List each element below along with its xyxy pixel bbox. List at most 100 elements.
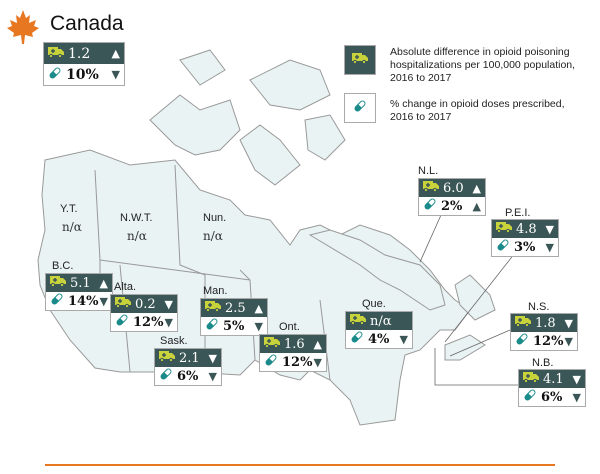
province-badge: 4.8 ▼ 3% ▼ [491, 219, 559, 257]
hosp-value: 6.0 [443, 180, 464, 196]
province-label: N.B. [532, 357, 554, 369]
bottom-rule [45, 464, 555, 466]
hosp-value: 1.6 [284, 336, 305, 352]
pill-icon [264, 353, 278, 371]
pill-icon [515, 332, 529, 350]
hosp-value: 1.2 [68, 45, 91, 62]
ambulance-icon [496, 221, 512, 237]
doses-value: 4% [368, 331, 390, 347]
pill-icon [496, 238, 510, 256]
province-label: Ont. [279, 321, 300, 333]
province-label: P.E.I. [505, 207, 531, 219]
doses-value: 12% [533, 333, 564, 349]
hosp-value: 5.1 [70, 275, 91, 291]
doses-value: 14% [68, 293, 99, 309]
arrow-down-icon: ▼ [399, 332, 408, 346]
hosp-value: 4.8 [516, 221, 537, 237]
arrow-down-icon: ▼ [254, 319, 263, 333]
arrow-down-icon: ▼ [99, 294, 108, 308]
page-title: Canada [50, 12, 124, 35]
arrow-down-icon: ▼ [208, 369, 217, 383]
province-badge: 2.1 ▼ 6% ▼ [154, 348, 222, 386]
mainland [37, 149, 471, 426]
ambulance-icon [352, 51, 368, 69]
pill-icon [350, 330, 364, 348]
arrow-down-icon: ▼ [545, 222, 554, 236]
territory-label: N.W.T. [120, 212, 153, 224]
territory-value: n/α [62, 220, 82, 234]
legend-doses-text: % change in opioid doses prescribed, 201… [390, 98, 565, 123]
doses-value: 12% [282, 354, 313, 370]
arctic-islands [149, 94, 241, 156]
canada-badge: 1.2 ▲ 10% ▼ [43, 42, 125, 86]
province-badge: 6.0 ▲ 2% ▲ [418, 178, 486, 216]
legend-ambulance-box [344, 45, 376, 75]
province-label: N.S. [528, 301, 550, 313]
hosp-value: 4.1 [543, 371, 564, 387]
hosp-value: n/α [370, 313, 392, 329]
arrow-up-icon: ▲ [254, 301, 263, 315]
arrow-up-icon: ▲ [313, 337, 322, 351]
territory-label: Y.T. [60, 203, 78, 215]
pill-icon [50, 292, 64, 310]
legend-pill-box [344, 93, 376, 123]
arrow-down-icon: ▼ [572, 390, 581, 404]
arrow-up-icon: ▲ [472, 199, 481, 213]
doses-value: 5% [223, 318, 245, 334]
pill-icon [423, 197, 437, 215]
pill-icon [205, 317, 219, 335]
pill-icon [48, 66, 62, 84]
doses-value: 6% [177, 368, 199, 384]
arrow-down-icon: ▼ [208, 351, 217, 365]
arrow-down-icon: ▼ [564, 316, 573, 330]
arrow-down-icon: ▼ [164, 297, 173, 311]
province-badge: 1.8 ▼ 12% ▼ [510, 313, 578, 351]
territory-value: n/α [127, 229, 147, 243]
ambulance-icon [515, 315, 531, 331]
ambulance-icon [50, 275, 66, 291]
ambulance-icon [115, 296, 131, 312]
arrow-down-icon: ▼ [313, 355, 322, 369]
province-badge: 0.2 ▼ 12% ▼ [110, 294, 178, 332]
ambulance-icon [523, 371, 539, 387]
province-badge: 4.1 ▼ 6% ▼ [518, 369, 586, 407]
ambulance-icon [159, 350, 175, 366]
pill-icon [115, 313, 129, 331]
ambulance-icon [205, 300, 221, 316]
ambulance-icon [48, 46, 64, 62]
province-label: Que. [362, 298, 386, 310]
arrow-up-icon: ▲ [99, 276, 108, 290]
pill-icon [159, 367, 173, 385]
doses-value: 3% [514, 239, 536, 255]
territory-value: n/α [203, 229, 223, 243]
hosp-value: 0.2 [135, 296, 156, 312]
newfoundland [454, 274, 496, 321]
labrador [308, 229, 446, 311]
ambulance-icon [423, 180, 439, 196]
arrow-down-icon: ▼ [572, 372, 581, 386]
pill-icon [523, 388, 537, 406]
nova-scotia [444, 334, 486, 361]
arrow-up-icon: ▲ [472, 181, 481, 195]
arrow-down-icon: ▼ [111, 68, 120, 81]
maple-leaf-icon [7, 10, 39, 44]
arrow-up-icon: ▲ [111, 47, 120, 60]
province-label: N.L. [418, 165, 439, 177]
ambulance-icon [264, 336, 280, 352]
legend-hosp-text: Absolute difference in opioid poisoning … [390, 46, 576, 84]
province-label: B.C. [52, 260, 74, 272]
pill-icon [353, 99, 367, 118]
arrow-down-icon: ▼ [545, 240, 554, 254]
province-label: Man. [203, 285, 228, 297]
arrow-down-icon: ▼ [164, 315, 173, 329]
territory-label: Nun. [203, 212, 227, 224]
province-label: Alta. [114, 281, 137, 293]
hosp-value: 2.1 [179, 350, 200, 366]
ambulance-icon [350, 313, 366, 329]
hosp-value: 2.5 [225, 300, 246, 316]
province-badge: 2.5 ▲ 5% ▼ [200, 298, 268, 336]
doses-value: 12% [133, 314, 164, 330]
province-label: Sask. [160, 335, 188, 347]
